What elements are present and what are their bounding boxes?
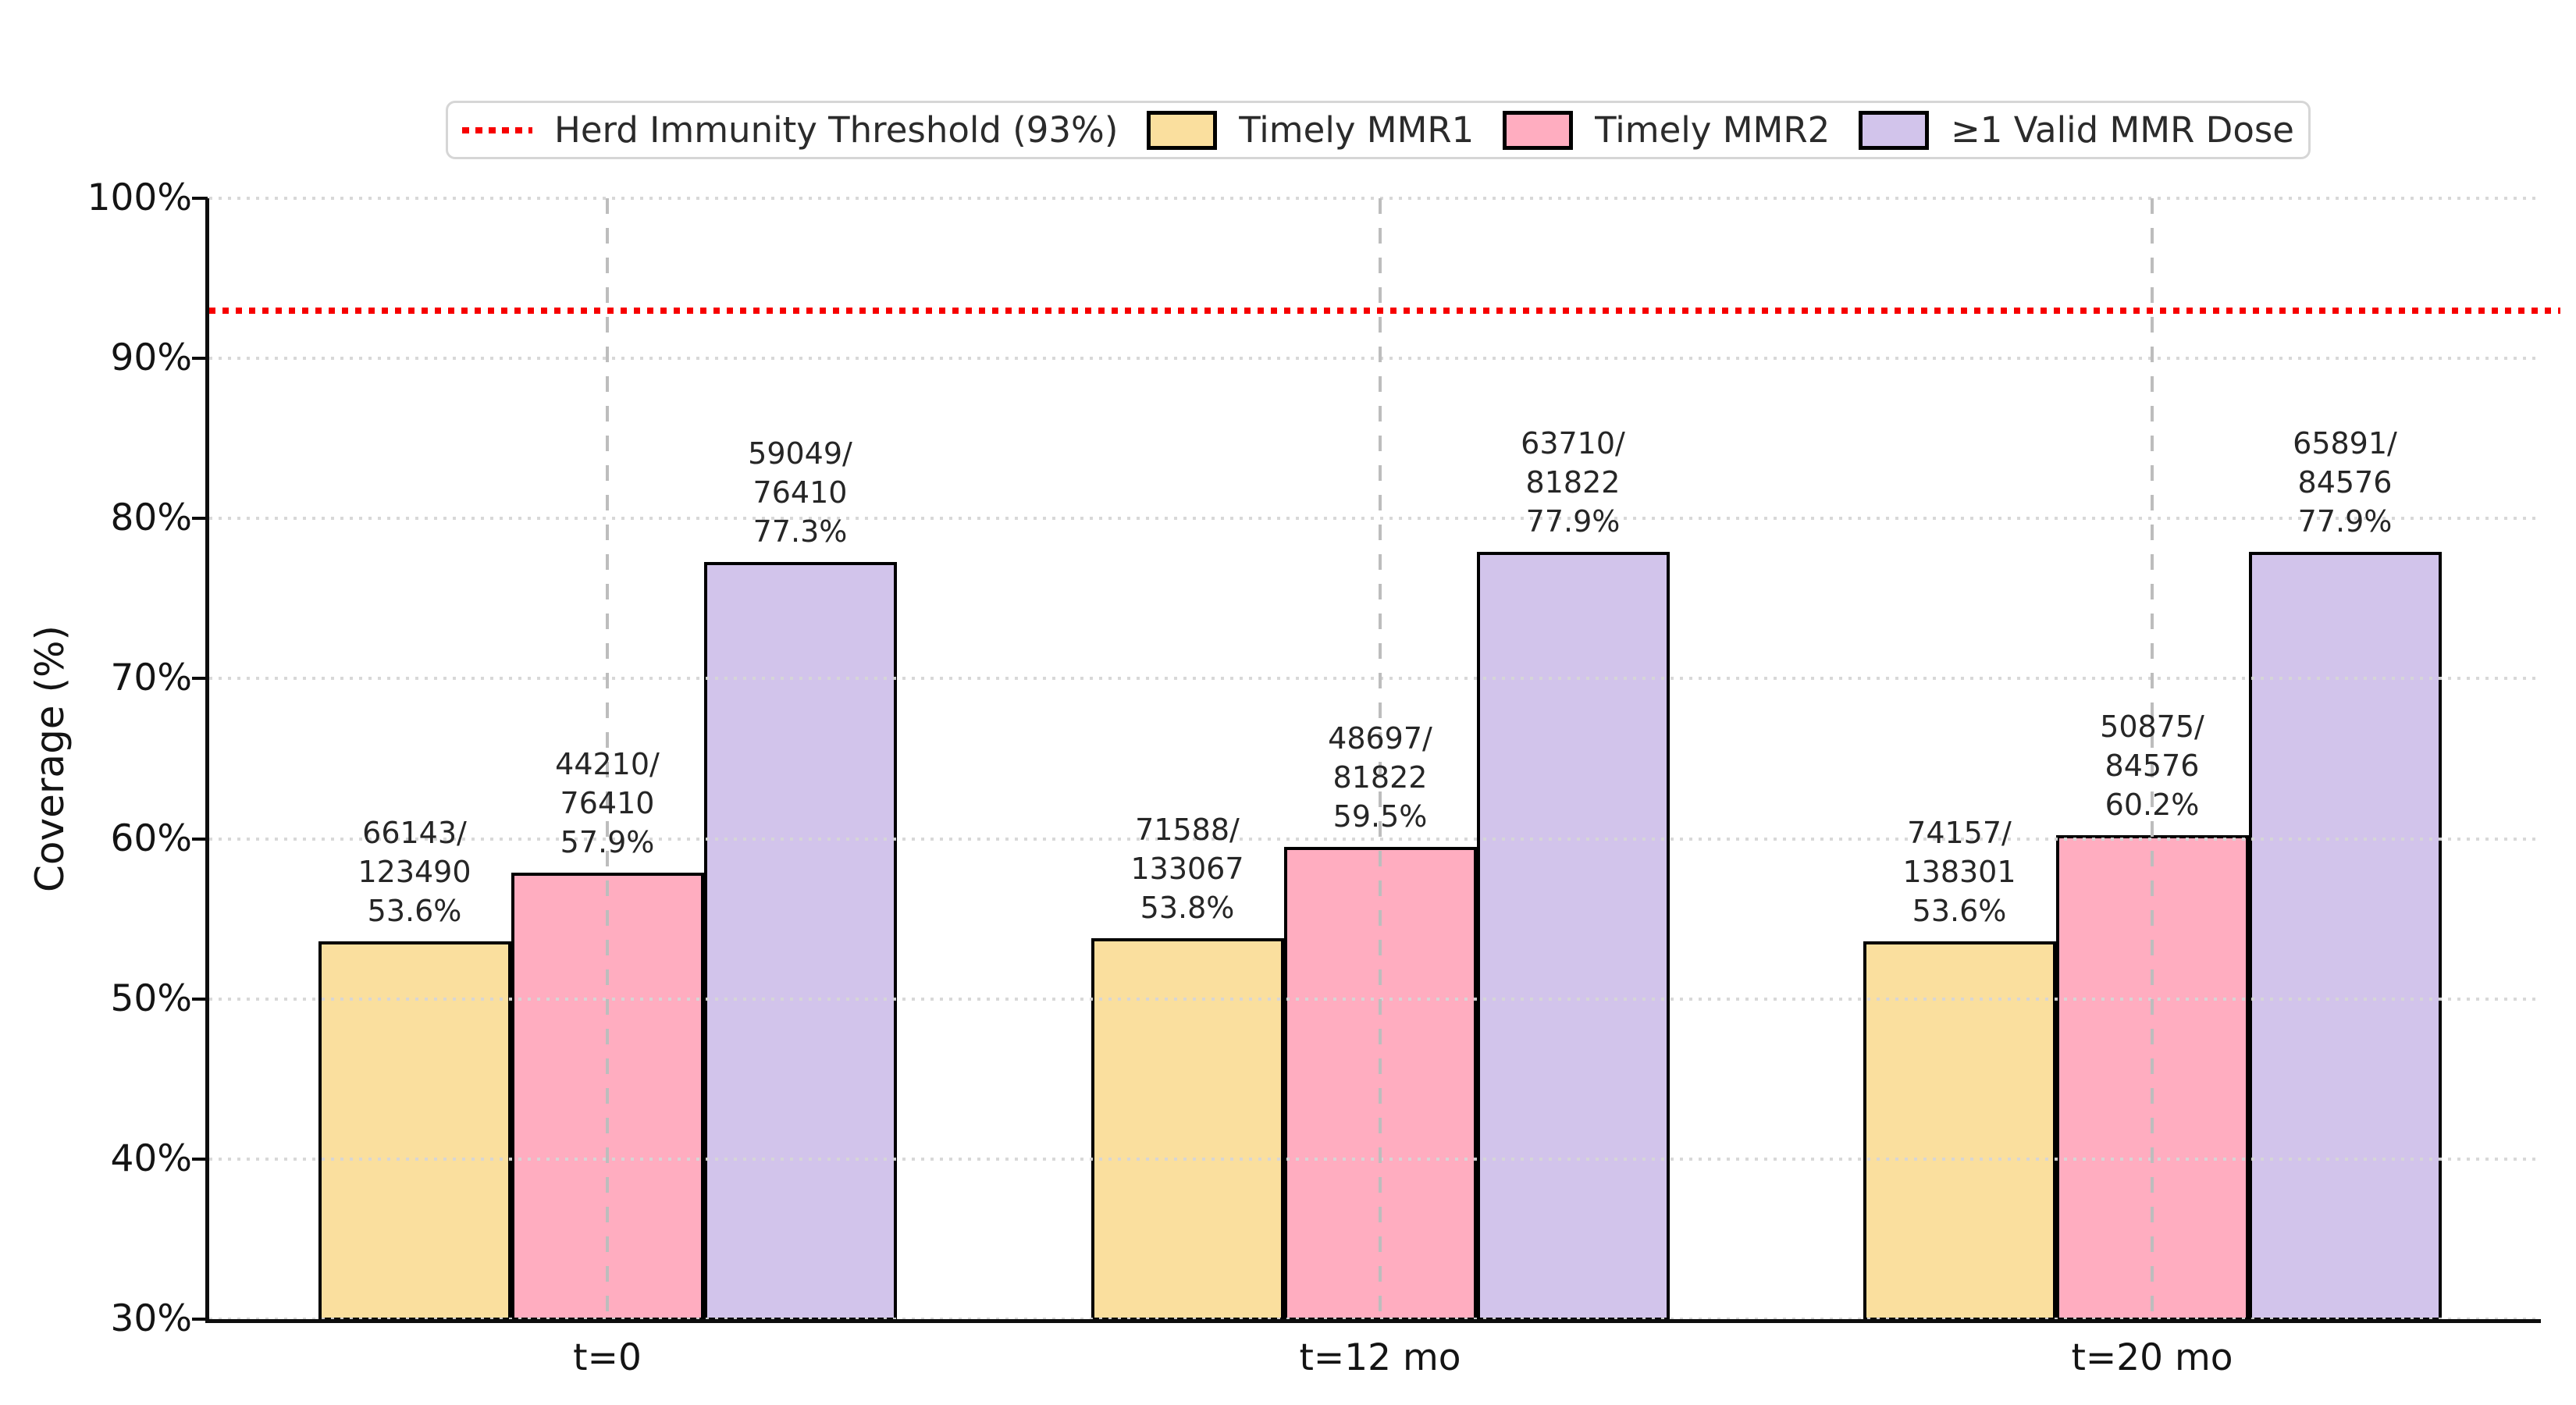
bar--1-valid-mmr-dose-t0	[703, 561, 897, 1321]
legend-item-threshold: Herd Immunity Threshold (93%)	[462, 112, 1118, 148]
legend-label-threshold: Herd Immunity Threshold (93%)	[554, 109, 1119, 151]
y-tick-label-100: 100%	[87, 176, 192, 219]
valid-mmr-dose-color-swatch	[1859, 110, 1930, 150]
x-tick-label-t12mo: t=12 mo	[1299, 1336, 1461, 1379]
gridline-90	[209, 357, 2541, 361]
legend-item-timely-mmr1: Timely MMR1	[1147, 109, 1475, 151]
y-tick-label-50: 50%	[110, 976, 192, 1020]
bar-value-label: 44210/ 76410 57.9%	[555, 746, 660, 859]
y-tick-mark-80	[192, 517, 208, 521]
y-tick-label-60: 60%	[110, 816, 192, 860]
y-tick-mark-70	[192, 677, 208, 681]
y-tick-label-40: 40%	[110, 1136, 192, 1180]
y-tick-label-90: 90%	[110, 336, 192, 380]
group-center-gridline	[2151, 198, 2154, 1319]
gridline-80	[209, 517, 2541, 521]
y-tick-label-70: 70%	[110, 656, 192, 700]
bar--1-valid-mmr-dose-t20mo	[2248, 552, 2442, 1321]
gridline-40	[209, 1157, 2541, 1161]
legend-label-timely-mmr1: Timely MMR1	[1239, 109, 1475, 151]
gridline-60	[209, 837, 2541, 841]
bar--1-valid-mmr-dose-t12mo	[1476, 552, 1670, 1321]
group-center-gridline	[606, 198, 609, 1319]
legend-item-valid-mmr-dose: ≥1 Valid MMR Dose	[1859, 109, 2294, 151]
threshold-dotted-line-swatch	[462, 126, 532, 133]
x-axis-spine	[205, 1319, 2541, 1323]
gridline-100	[209, 197, 2541, 200]
y-tick-mark-60	[192, 837, 208, 841]
timely-mmr2-color-swatch	[1503, 110, 1574, 150]
bar-timely-mmr1-t0	[318, 941, 511, 1321]
y-tick-mark-100	[192, 197, 208, 200]
bar-value-label: 65891/ 84576 77.9%	[2293, 426, 2397, 539]
bar-value-label: 71588/ 133067 53.8%	[1130, 812, 1244, 925]
legend-label-valid-mmr-dose: ≥1 Valid MMR Dose	[1951, 109, 2294, 151]
legend-item-timely-mmr2: Timely MMR2	[1503, 109, 1831, 151]
bar-value-label: 66143/ 123490 53.6%	[358, 815, 471, 928]
y-tick-mark-40	[192, 1157, 208, 1161]
x-tick-label-t20mo: t=20 mo	[2071, 1336, 2233, 1379]
gridline-70	[209, 677, 2541, 681]
group-center-gridline	[1379, 198, 1382, 1319]
legend-label-timely-mmr2: Timely MMR2	[1595, 109, 1831, 151]
timely-mmr1-color-swatch	[1147, 110, 1218, 150]
y-tick-mark-50	[192, 997, 208, 1001]
bar-value-label: 50875/ 84576 60.2%	[2100, 710, 2204, 823]
legend: Herd Immunity Threshold (93%) Timely MMR…	[446, 101, 2311, 159]
bar-value-label: 74157/ 138301 53.6%	[1902, 815, 2016, 928]
gridline-50	[209, 997, 2541, 1001]
y-tick-label-80: 80%	[110, 496, 192, 540]
bar-value-label: 48697/ 81822 59.5%	[1328, 720, 1432, 834]
herd-immunity-threshold-line	[209, 307, 2560, 314]
y-tick-label-30: 30%	[110, 1297, 192, 1340]
bar-timely-mmr1-t12mo	[1091, 937, 1284, 1321]
y-tick-mark-30	[192, 1318, 208, 1321]
x-tick-label-t0: t=0	[573, 1336, 642, 1379]
bar-value-label: 59049/ 76410 77.3%	[748, 436, 852, 549]
bar-value-label: 63710/ 81822 77.9%	[1521, 426, 1625, 539]
y-axis-spine	[205, 198, 209, 1323]
y-tick-mark-90	[192, 357, 208, 361]
